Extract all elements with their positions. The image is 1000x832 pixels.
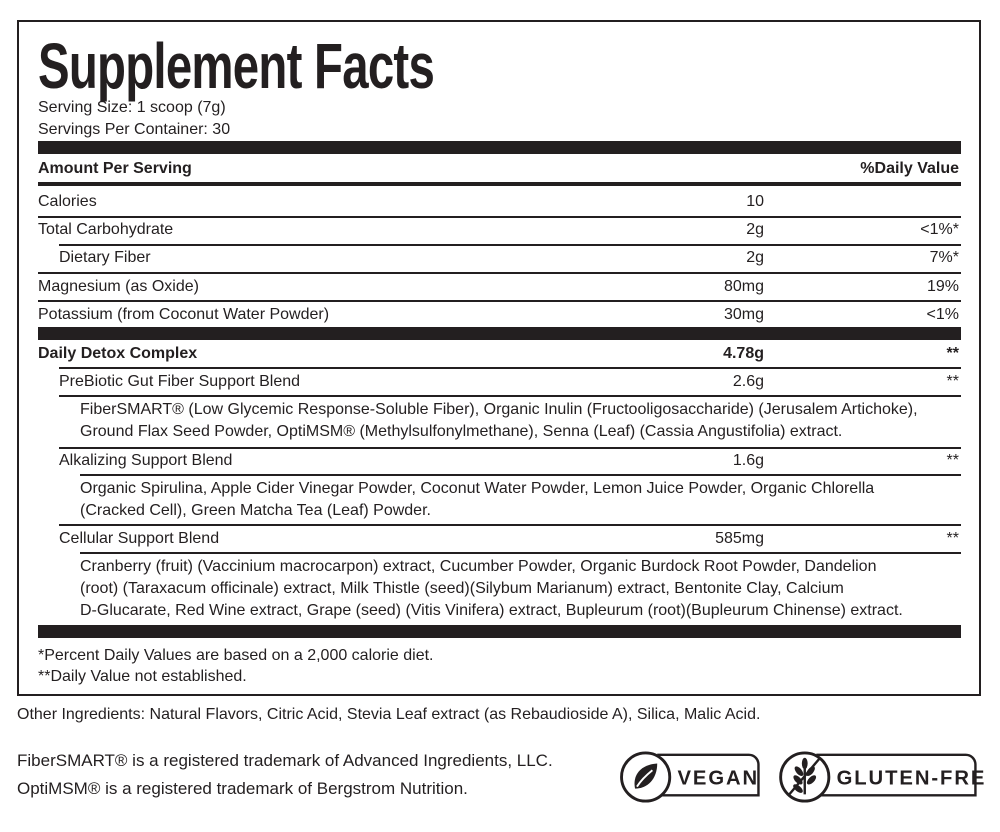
row-divider [59, 367, 961, 369]
blend-amount: 1.6g [732, 452, 764, 469]
other-ingredients: Other Ingredients: Natural Flavors, Citr… [17, 706, 761, 723]
complex-amount: 4.78g [723, 345, 764, 362]
nutrient-row: Calories 10 [38, 190, 961, 214]
row-divider [80, 474, 961, 476]
blend-name: Cellular Support Blend [59, 530, 220, 547]
complex-name: Daily Detox Complex [38, 345, 198, 362]
blend-ingredients: D-Glucarate, Red Wine extract, Grape (se… [80, 602, 903, 619]
nutrient-amount: 80mg [723, 278, 764, 295]
servings-per-container: Servings Per Container: 30 [38, 121, 231, 138]
divider-bar [38, 141, 961, 154]
blend-ingredients: Ground Flax Seed Powder, OptiMSM® (Methy… [80, 423, 843, 440]
badge-label: VEGAN [677, 768, 759, 790]
supplement-facts-panel: Supplement Facts Serving Size: 1 scoop (… [17, 20, 981, 696]
blend-amount: 2.6g [732, 373, 764, 390]
footnote-not-established: **Daily Value not established. [38, 668, 247, 685]
header-row: Amount Per Serving %Daily Value [38, 157, 961, 181]
blend-ingredients: FiberSMART® (Low Glycemic Response-Solub… [80, 401, 918, 418]
footnote-dv: *Percent Daily Values are based on a 2,0… [38, 647, 434, 664]
nutrient-name: Calories [38, 193, 97, 210]
blend-ingredients: (Cracked Cell), Green Matcha Tea (Leaf) … [80, 502, 431, 519]
blend-row: Alkalizing Support Blend 1.6g ** [38, 449, 961, 473]
row-divider [38, 272, 961, 274]
complex-row: Daily Detox Complex 4.78g ** [38, 342, 961, 366]
nutrient-name: Potassium (from Coconut Water Powder) [38, 306, 330, 323]
row-divider [59, 447, 961, 449]
serving-size: Serving Size: 1 scoop (7g) [38, 99, 226, 116]
nutrient-name: Total Carbohydrate [38, 221, 174, 238]
row-divider [38, 216, 961, 218]
divider-bar [38, 182, 961, 186]
row-divider [38, 300, 961, 302]
nutrient-row: Total Carbohydrate 2g <1%* [38, 218, 961, 242]
row-divider [59, 244, 961, 246]
blend-row: PreBiotic Gut Fiber Support Blend 2.6g ** [38, 370, 961, 394]
nutrient-dv: 19% [926, 278, 959, 295]
nutrient-row: Potassium (from Coconut Water Powder) 30m… [38, 303, 961, 327]
gluten-free-badge: GLUTEN-FREE [779, 751, 984, 803]
trademark-fibersmart: FiberSMART® is a registered trademark of… [17, 751, 553, 770]
dv-header: %Daily Value [860, 160, 959, 177]
blend-ingredients: (root) (Taraxacum officinale) extract, M… [80, 580, 844, 597]
nutrient-amount: 2g [746, 221, 764, 238]
nutrient-name: Magnesium (as Oxide) [38, 278, 199, 295]
complex-dv: ** [946, 345, 959, 362]
row-divider [80, 552, 961, 554]
nutrient-amount: 2g [746, 249, 764, 266]
blend-row: Cellular Support Blend 585mg ** [38, 527, 961, 551]
row-divider [59, 524, 961, 526]
trademark-optimsm: OptiMSM® is a registered trademark of Be… [17, 779, 468, 798]
nutrient-amount: 10 [746, 193, 764, 210]
blend-name: Alkalizing Support Blend [59, 452, 233, 469]
vegan-badge: VEGAN [620, 751, 760, 803]
blend-ingredients: Organic Spirulina, Apple Cider Vinegar P… [80, 480, 875, 497]
amount-header: Amount Per Serving [38, 160, 192, 177]
divider-bar [38, 327, 961, 340]
nutrient-dv: 7%* [929, 249, 959, 266]
nutrient-dv: <1%* [920, 221, 959, 238]
nutrient-amount: 30mg [723, 306, 764, 323]
panel-title: Supplement Facts [38, 30, 435, 102]
blend-dv: ** [946, 452, 959, 469]
nutrient-row: Dietary Fiber 2g 7%* [38, 246, 961, 270]
blend-ingredients: Cranberry (fruit) (Vaccinium macrocarpon… [80, 558, 877, 575]
badge-label: GLUTEN-FREE [837, 768, 984, 790]
blend-dv: ** [946, 373, 959, 390]
blend-amount: 585mg [715, 530, 764, 547]
divider-bar [38, 625, 961, 638]
nutrient-row: Magnesium (as Oxide) 80mg 19% [38, 275, 961, 299]
blend-name: PreBiotic Gut Fiber Support Blend [59, 373, 301, 390]
blend-dv: ** [946, 530, 959, 547]
nutrient-name: Dietary Fiber [59, 249, 151, 266]
leaf-icon [634, 763, 658, 789]
nutrient-dv: <1% [926, 306, 959, 323]
crossed-wheat-icon [788, 756, 822, 796]
row-divider [59, 395, 961, 397]
